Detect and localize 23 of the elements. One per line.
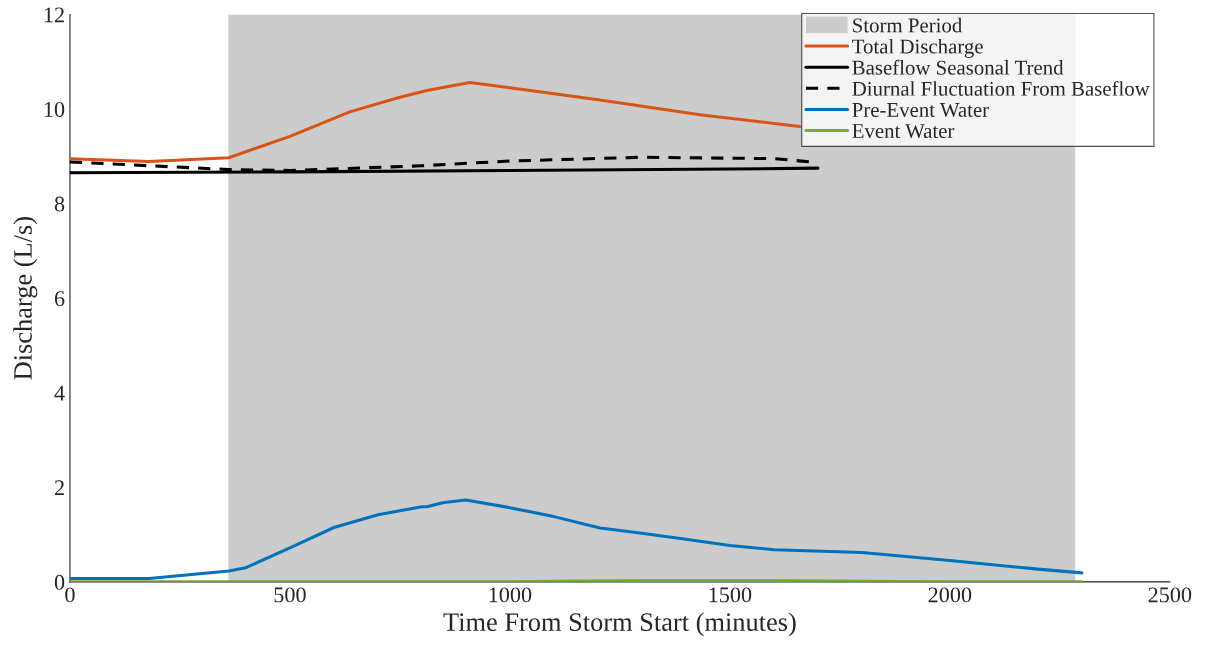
x-tick-label: 1000 bbox=[489, 587, 532, 603]
band-label: Storm Period bbox=[853, 17, 963, 33]
y-axis-title: Discharge (L/s) bbox=[13, 217, 38, 380]
line-series bbox=[69, 80, 802, 164]
legend-label: Diurnal Fluctuation From Baseflow bbox=[852, 80, 1150, 96]
y-tick-label: 12 bbox=[44, 7, 64, 23]
y-tick-label: 6 bbox=[54, 291, 65, 307]
legend-label: Event Water bbox=[852, 124, 955, 139]
x-tick-label: 2500 bbox=[1148, 587, 1192, 603]
legend-label: Total Discharge bbox=[852, 38, 983, 58]
y-tick-label: 10 bbox=[44, 101, 65, 117]
y-tick-label: 0 bbox=[54, 574, 65, 590]
legend-label: Pre-Event Water bbox=[852, 103, 989, 118]
x-tick-label: 1500 bbox=[709, 587, 752, 603]
x-tick-label: 500 bbox=[274, 587, 306, 603]
legend-label: Baseflow Seasonal Trend bbox=[852, 59, 1064, 75]
x-tick-label: 0 bbox=[65, 587, 75, 603]
y-tick-label: 8 bbox=[54, 196, 65, 212]
line-series bbox=[69, 498, 1084, 581]
y-tick-label: 4 bbox=[54, 385, 65, 401]
y-tick-label: 2 bbox=[54, 480, 64, 496]
x-axis-title: Time From Storm Start (minutes) bbox=[443, 612, 796, 637]
x-tick-label: 2000 bbox=[928, 587, 972, 603]
